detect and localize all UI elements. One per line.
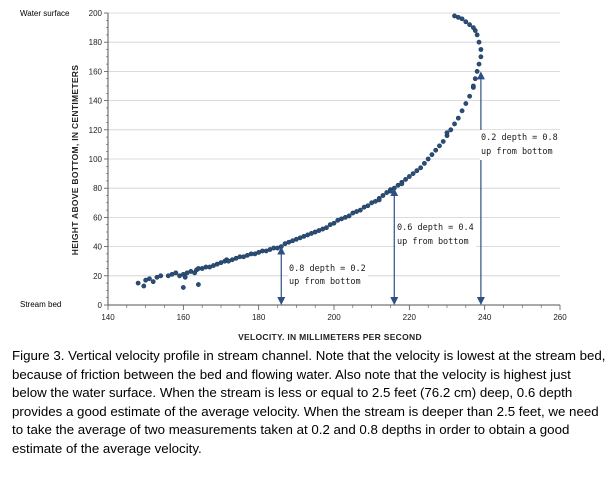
- annotation-06-line2: up from bottom: [397, 237, 469, 247]
- data-point: [135, 280, 141, 286]
- grid: [108, 12, 560, 277]
- data-point: [452, 121, 457, 127]
- data-point: [470, 25, 476, 30]
- data-point: [182, 274, 188, 280]
- data-point: [141, 283, 147, 289]
- annotation-02-line1: 0.2 depth = 0.8: [481, 133, 558, 143]
- x-tick-label-200: 200: [327, 313, 341, 322]
- data-point: [472, 76, 478, 82]
- y-axis-label: HEIGHT ABOVE BOTTOM, IN CENTIMETERS: [70, 65, 80, 255]
- data-point: [158, 273, 164, 279]
- data-point: [444, 130, 450, 136]
- data-point: [440, 139, 446, 144]
- annotation-02-depth: 0.2 depth = 0.8 up from bottom: [480, 130, 560, 160]
- y-tick-label-80: 80: [93, 184, 102, 193]
- figure-caption: Figure 3. Vertical velocity profile in s…: [12, 347, 608, 458]
- data-point: [278, 244, 284, 249]
- data-point: [467, 22, 472, 28]
- y-tick-label-20: 20: [93, 272, 102, 281]
- y-tick-label-140: 140: [89, 97, 103, 106]
- annotation-08-depth: 0.8 depth = 0.2 up from bottom: [288, 260, 368, 290]
- data-point: [357, 207, 363, 213]
- caption-text: Figure 3. Vertical velocity profile in s…: [12, 348, 606, 456]
- data-point: [478, 54, 484, 60]
- data-point: [463, 19, 469, 25]
- data-point: [414, 168, 420, 174]
- x-tick-label-160: 160: [177, 313, 191, 322]
- data-point: [173, 270, 179, 276]
- data-point: [346, 213, 352, 219]
- x-tick-label-240: 240: [478, 313, 492, 322]
- y-tick-label-0: 0: [98, 301, 103, 310]
- velocity-profile-chart: 0 20 40 60 80 100 120 140 160 180 200 140 160 180 200 2…: [20, 9, 568, 340]
- data-point: [403, 177, 408, 182]
- data-point: [331, 220, 337, 226]
- axes: 0 20 40 60 80 100 120 140 160 180 200 140 160 180 200 2…: [89, 9, 568, 322]
- data-point: [150, 279, 156, 285]
- data-point: [365, 203, 371, 209]
- annotations: [277, 71, 485, 305]
- annotation-06-line1: 0.6 depth = 0.4: [397, 223, 474, 233]
- y-tick-label-180: 180: [89, 38, 103, 47]
- water-surface-label: Water surface: [20, 9, 70, 18]
- data-point: [410, 171, 416, 176]
- data-point: [474, 32, 480, 38]
- x-tick-label-180: 180: [252, 313, 266, 322]
- data-point: [418, 165, 424, 171]
- data-point: [380, 193, 386, 198]
- data-point: [324, 225, 329, 231]
- data-point: [406, 174, 412, 179]
- stream-bed-label: Stream bed: [20, 300, 61, 309]
- y-tick-label-120: 120: [89, 126, 103, 135]
- data-point: [455, 115, 461, 121]
- data-point: [470, 83, 476, 89]
- y-tick-label-60: 60: [93, 213, 102, 222]
- data-point: [147, 276, 152, 282]
- x-tick-label-260: 260: [553, 313, 567, 322]
- annotation-02-line2: up from bottom: [481, 147, 553, 157]
- data-point: [421, 160, 427, 166]
- data-point: [467, 93, 472, 99]
- data-point: [399, 181, 405, 187]
- data-point: [391, 185, 397, 191]
- data-point: [478, 47, 484, 52]
- data-point: [388, 188, 393, 194]
- data-point: [429, 152, 435, 158]
- annotation-08-line1: 0.8 depth = 0.2: [289, 264, 366, 274]
- y-tick-label-200: 200: [89, 9, 103, 18]
- y-tick-label-100: 100: [89, 155, 103, 164]
- annotation-08-line2: up from bottom: [289, 277, 361, 287]
- velocity-profile-figure: 0 20 40 60 80 100 120 140 160 180 200 140 160 180 200 2…: [20, 9, 568, 340]
- data-point: [452, 13, 457, 19]
- x-tick-label-140: 140: [101, 313, 115, 322]
- data-point: [459, 108, 465, 114]
- x-axis-label: VELOCITY, IN MILLIMETERS PER SECOND: [238, 332, 422, 340]
- data-point: [180, 285, 186, 290]
- data-point: [476, 39, 482, 45]
- data-point: [433, 147, 439, 153]
- data-point: [195, 282, 201, 287]
- y-tick-label-40: 40: [93, 243, 102, 252]
- y-tick-label-160: 160: [89, 67, 103, 76]
- x-tick-label-220: 220: [403, 313, 417, 322]
- data-point: [476, 61, 482, 67]
- data-point: [474, 69, 480, 74]
- annotation-06-depth: 0.6 depth = 0.4 up from bottom: [396, 219, 476, 249]
- data-point: [463, 101, 469, 106]
- data-point: [376, 197, 382, 203]
- data-point: [437, 143, 442, 149]
- data-point: [448, 127, 454, 133]
- data-point: [425, 156, 431, 162]
